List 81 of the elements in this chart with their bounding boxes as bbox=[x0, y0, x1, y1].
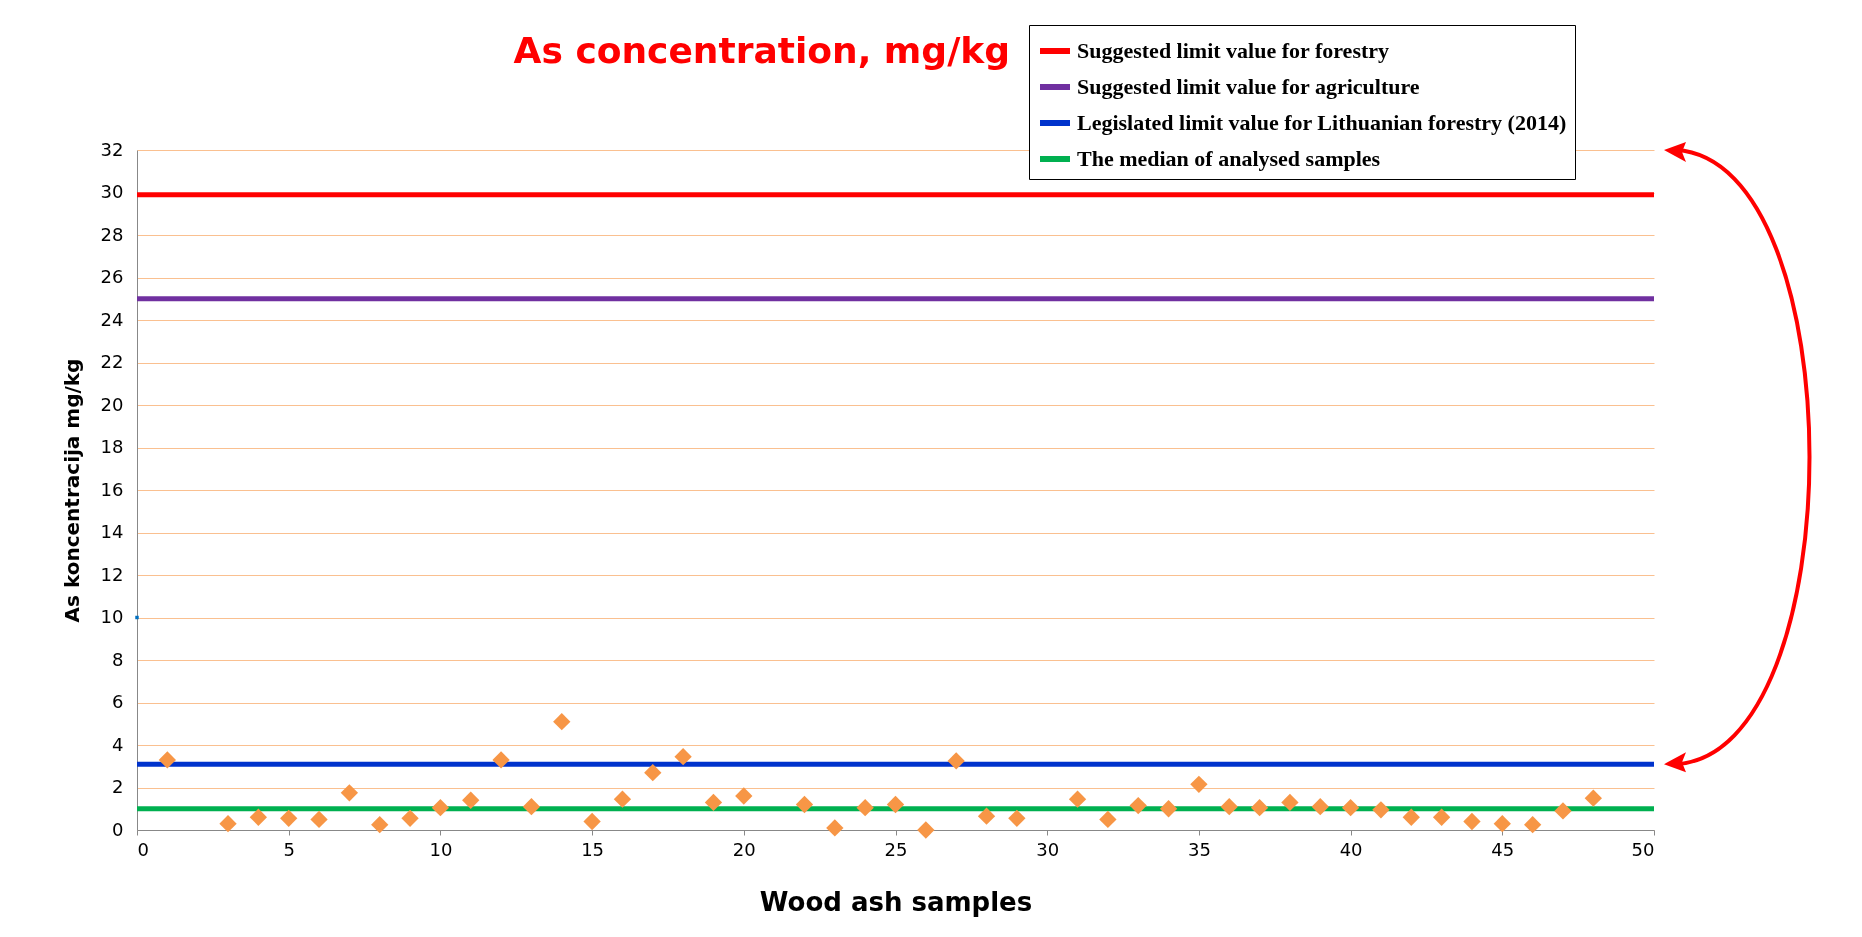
point bbox=[1523, 816, 1542, 834]
legend-label: Suggested limit value for forestry bbox=[1077, 38, 1390, 63]
y-tick-label: 24 bbox=[100, 308, 124, 330]
point bbox=[856, 799, 874, 817]
x-axis-title: Wood ash samples bbox=[759, 886, 1033, 917]
point bbox=[1372, 801, 1390, 819]
y-tick-label: 16 bbox=[100, 478, 124, 500]
y-tick-label: 0 bbox=[112, 818, 124, 840]
y-tick-label: 30 bbox=[100, 181, 124, 202]
point bbox=[583, 812, 601, 831]
point bbox=[1584, 789, 1602, 807]
x-tick-label: 45 bbox=[1491, 838, 1515, 860]
point bbox=[947, 752, 965, 770]
point bbox=[644, 763, 662, 782]
y-axis-title: As koncentracija mg/kg bbox=[59, 358, 84, 623]
y-tick-label: 26 bbox=[100, 266, 124, 287]
point bbox=[674, 748, 692, 766]
point bbox=[219, 814, 237, 833]
point bbox=[735, 787, 753, 805]
point bbox=[492, 751, 510, 769]
point bbox=[1281, 793, 1299, 812]
point bbox=[340, 784, 359, 802]
x-tick-label: 30 bbox=[1036, 838, 1060, 860]
point bbox=[135, 615, 139, 620]
y-tick-label: 20 bbox=[100, 393, 124, 415]
point bbox=[158, 751, 176, 769]
y-tick-label: 2 bbox=[112, 776, 124, 797]
point bbox=[704, 793, 723, 812]
x-tick-label: 10 bbox=[429, 838, 453, 860]
point bbox=[1554, 802, 1572, 820]
point bbox=[1220, 797, 1238, 816]
y-tick-label: 22 bbox=[100, 351, 124, 372]
point bbox=[1099, 810, 1117, 829]
x-tick-label: 50 bbox=[1631, 838, 1655, 860]
point bbox=[310, 810, 328, 829]
point bbox=[280, 809, 298, 827]
point bbox=[401, 809, 419, 827]
point bbox=[1129, 796, 1147, 815]
legend-label: The median of analysed samples bbox=[1077, 146, 1381, 171]
point bbox=[1250, 799, 1269, 817]
point bbox=[431, 799, 450, 817]
y-tick-label: 12 bbox=[100, 563, 124, 585]
x-tick-label: 25 bbox=[884, 838, 908, 860]
point bbox=[1463, 812, 1481, 831]
point bbox=[553, 712, 571, 731]
point bbox=[1190, 775, 1208, 793]
chart-title: As concentration, mg/kg bbox=[512, 30, 1010, 71]
point bbox=[886, 795, 905, 814]
y-tick-label: 8 bbox=[112, 648, 124, 670]
x-tick-label: 15 bbox=[581, 838, 605, 860]
y-tick-label: 32 bbox=[100, 138, 124, 160]
point bbox=[917, 821, 935, 839]
y-tick-label: 28 bbox=[100, 223, 124, 245]
point bbox=[371, 816, 389, 834]
point bbox=[1493, 814, 1511, 833]
point bbox=[1402, 808, 1420, 826]
x-tick-label: 20 bbox=[732, 838, 756, 860]
point bbox=[613, 790, 632, 808]
point bbox=[1432, 808, 1451, 826]
point bbox=[1068, 790, 1087, 808]
legend-label: Suggested limit value for agriculture bbox=[1077, 74, 1420, 99]
point bbox=[1159, 800, 1178, 818]
y-tick-label: 18 bbox=[100, 436, 124, 457]
x-tick-label: 0 bbox=[137, 838, 149, 860]
point bbox=[977, 807, 996, 825]
x-tick-label: 5 bbox=[283, 838, 295, 860]
point bbox=[1341, 799, 1360, 817]
y-tick-label: 6 bbox=[112, 691, 124, 712]
point bbox=[522, 797, 541, 816]
x-tick-label: 35 bbox=[1187, 838, 1211, 860]
x-tick-label: 40 bbox=[1339, 838, 1363, 860]
point bbox=[462, 791, 480, 809]
y-tick-label: 14 bbox=[100, 521, 124, 542]
point bbox=[795, 795, 814, 814]
point bbox=[249, 808, 268, 826]
y-tick-label: 10 bbox=[100, 606, 124, 627]
legend-label: Legislated limit value for Lithuanian forestry (2014) bbox=[1077, 110, 1567, 135]
y-tick-label: 4 bbox=[112, 733, 124, 755]
point bbox=[826, 819, 844, 837]
point bbox=[1311, 797, 1329, 816]
point bbox=[1008, 809, 1026, 827]
